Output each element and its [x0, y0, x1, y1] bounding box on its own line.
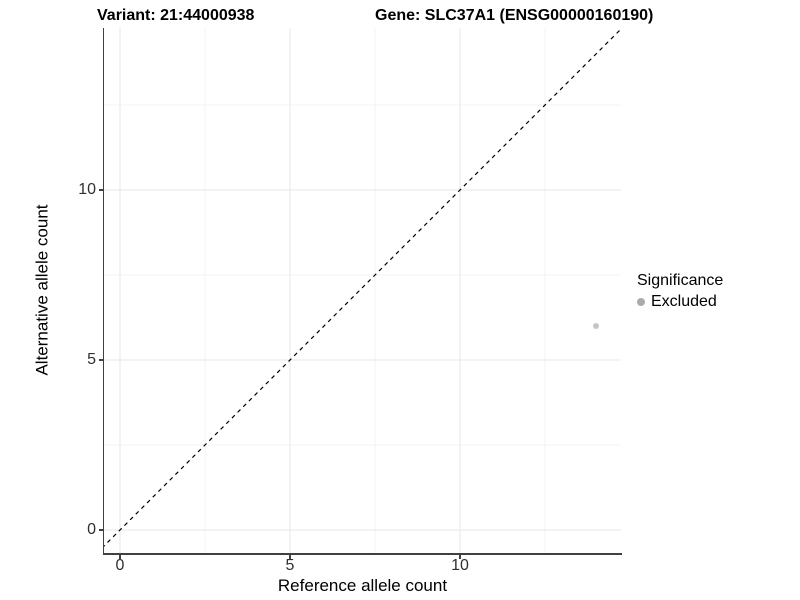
x-tick-mark-0: [119, 555, 121, 559]
y-tick-label-5: 5: [87, 351, 96, 368]
legend-item-excluded: Excluded: [637, 293, 723, 311]
major-gridlines: [104, 28, 621, 553]
data-point: [593, 323, 599, 329]
y-tick-label-0: 0: [87, 521, 96, 538]
y-axis-line: [102, 28, 105, 555]
x-tick-mark-10: [459, 555, 461, 559]
x-tick-label-5: 5: [285, 557, 295, 574]
legend: Significance Excluded: [637, 271, 723, 311]
excluded-point-icon: [637, 298, 645, 306]
x-axis-line: [102, 553, 622, 555]
identity-reference-line: [104, 28, 621, 547]
legend-item-label: Excluded: [651, 293, 717, 310]
chart-title-variant: Variant: 21:44000938: [97, 7, 255, 24]
chart-title-gene: Gene: SLC37A1 (ENSG00000160190): [375, 7, 654, 24]
legend-title: Significance: [637, 272, 724, 289]
y-tick-label-10: 10: [78, 181, 96, 198]
x-axis-title: Reference allele count: [277, 576, 448, 595]
minor-gridlines: [104, 28, 621, 553]
y-axis-title: Alternative allele count: [32, 204, 51, 376]
plot-canvas: [104, 28, 621, 553]
x-tick-mark-5: [289, 555, 291, 559]
y-tick-mark-5: [98, 359, 103, 361]
plot-panel: [104, 28, 621, 553]
x-tick-label-10: 10: [451, 557, 469, 574]
x-tick-label-0: 0: [115, 557, 125, 574]
y-tick-mark-10: [98, 189, 103, 191]
y-tick-mark-0: [98, 529, 103, 531]
data-points: [593, 323, 599, 329]
